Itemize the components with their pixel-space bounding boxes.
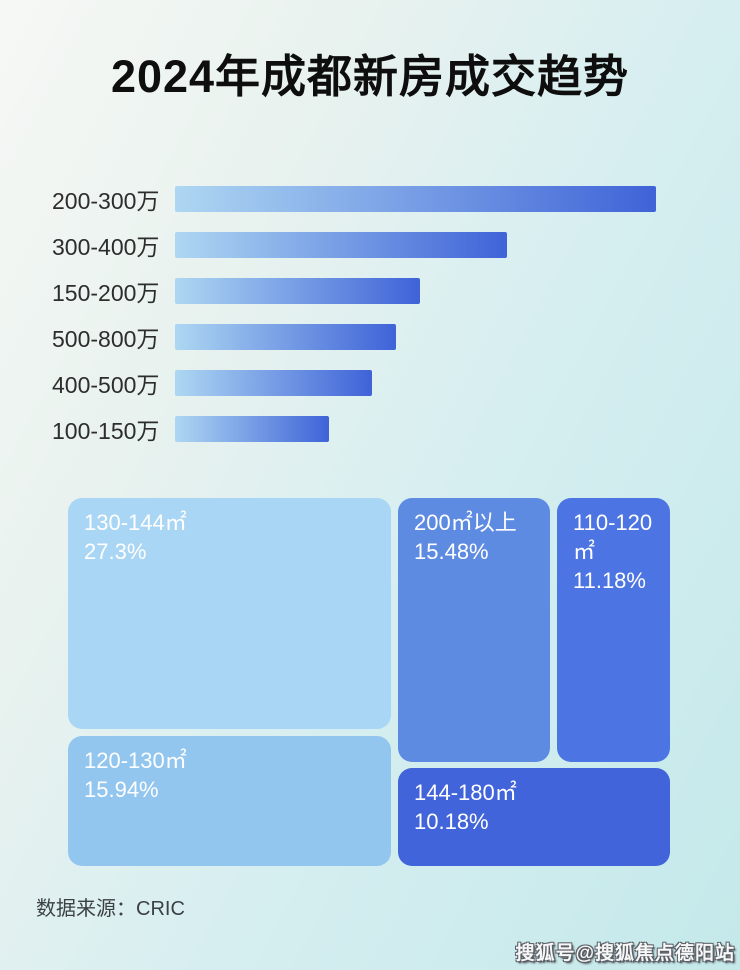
bar-track: [175, 370, 656, 396]
bar-track: [175, 186, 656, 212]
watermark-text: 搜狐号@搜狐焦点德阳站: [515, 943, 735, 964]
treemap-tile-120-130: 120-130㎡ 15.94%: [68, 736, 391, 866]
bar-category-label: 100-150万: [52, 418, 160, 444]
page-title: 2024年成都新房成交趋势: [110, 51, 630, 102]
bar-row: 150-200万: [52, 278, 656, 306]
data-source-label: 数据来源：CRIC: [36, 898, 185, 920]
treemap-tile-110-120: 110-120㎡ 11.18%: [557, 498, 670, 762]
bar-track: [175, 232, 656, 258]
area-share-treemap: 130-144㎡ 27.3% 120-130㎡ 15.94% 200㎡以上 15…: [68, 498, 670, 866]
price-bar: [175, 370, 373, 396]
bar-track: [175, 416, 656, 442]
tile-value: 15.48%: [414, 539, 489, 565]
treemap-tile-144-180: 144-180㎡ 10.18%: [398, 768, 670, 866]
bar-row: 500-800万: [52, 324, 656, 352]
tile-label: 200㎡以上: [414, 510, 517, 535]
price-bar: [175, 324, 397, 350]
bar-category-label: 400-500万: [52, 372, 160, 398]
bar-category-label: 200-300万: [52, 188, 160, 214]
tile-value: 15.94%: [84, 777, 159, 803]
price-bar: [175, 232, 507, 258]
bar-category-label: 300-400万: [52, 234, 160, 260]
price-bar: [175, 186, 656, 212]
treemap-tile-200plus: 200㎡以上 15.48%: [398, 498, 550, 762]
bar-category-label: 500-800万: [52, 326, 160, 352]
tile-label: 110-120㎡: [573, 510, 653, 565]
price-bar: [175, 278, 421, 304]
bar-category-label: 150-200万: [52, 280, 160, 306]
bar-row: 300-400万: [52, 232, 656, 260]
tile-value: 10.18%: [414, 809, 489, 835]
bar-track: [175, 324, 656, 350]
tile-label: 120-130㎡: [84, 748, 187, 773]
price-bar: [175, 416, 329, 442]
treemap-tile-130-144: 130-144㎡ 27.3%: [68, 498, 391, 729]
tile-value: 11.18%: [573, 568, 646, 594]
tile-value: 27.3%: [84, 539, 147, 565]
tile-label: 130-144㎡: [84, 510, 187, 535]
bar-row: 400-500万: [52, 370, 656, 398]
bar-track: [175, 278, 656, 304]
bar-row: 100-150万: [52, 416, 656, 444]
tile-label: 144-180㎡: [414, 780, 517, 805]
price-band-bar-chart: 200-300万 300-400万 150-200万 500-800万 400-…: [52, 186, 656, 462]
bar-row: 200-300万: [52, 186, 656, 214]
